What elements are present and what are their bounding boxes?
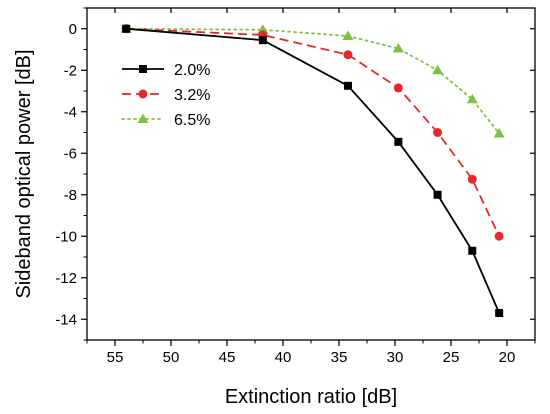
data-point [468,246,477,255]
data-point [342,30,354,41]
x-axis-title: Extinction ratio [dB] [225,386,397,408]
data-point [393,83,403,93]
x-tick-label: 25 [443,349,460,366]
data-point [494,231,504,241]
legend: 2.0% 3.2% 6.5% [121,62,210,129]
data-point [433,128,443,137]
x-tick-label: 35 [331,349,348,366]
y-tick-label: -4 [64,104,77,121]
y-tick-label: -14 [55,311,77,328]
y-tick-label: -2 [64,62,77,79]
data-point [495,309,504,318]
y-axis-title: Sideband optical power [dB] [13,49,35,298]
x-tick-label: 40 [275,349,292,366]
legend-item: 2.0% [122,62,210,79]
data-point [343,81,352,90]
legend-item: 3.2% [122,87,210,104]
series-layer [120,23,505,318]
data-point [392,42,404,53]
data-point [433,190,442,199]
data-point [257,24,269,34]
data-point [343,50,353,60]
legend-marker [139,65,147,73]
x-tick-label: 55 [107,349,124,366]
legend-item: 6.5% [121,112,210,129]
legend-marker [137,113,149,123]
legend-marker [138,89,148,99]
y-tick-label: -8 [64,187,77,204]
axis-tick-labels: 55 50 45 40 35 30 25 20 0 -2 -4 -6 -8 -10 -12 -14 [55,21,515,366]
legend-label: 6.5% [174,112,210,129]
data-point [394,137,403,146]
x-tick-label: 20 [499,349,516,366]
series-square [122,24,504,318]
data-point [122,24,131,33]
y-tick-label: -12 [55,270,77,287]
y-tick-label: 0 [69,21,77,38]
x-tick-label: 30 [387,349,404,366]
y-tick-label: -10 [55,228,77,245]
data-point [467,174,477,184]
legend-label: 3.2% [174,87,210,104]
legend-label: 2.0% [174,62,210,79]
data-point [258,36,267,45]
y-tick-label: -6 [64,145,77,162]
data-point [493,128,505,138]
x-tick-label: 50 [163,349,180,366]
x-tick-label: 45 [219,349,236,366]
axis-ticks [81,7,536,346]
data-point [466,93,478,104]
data-point [432,64,444,75]
